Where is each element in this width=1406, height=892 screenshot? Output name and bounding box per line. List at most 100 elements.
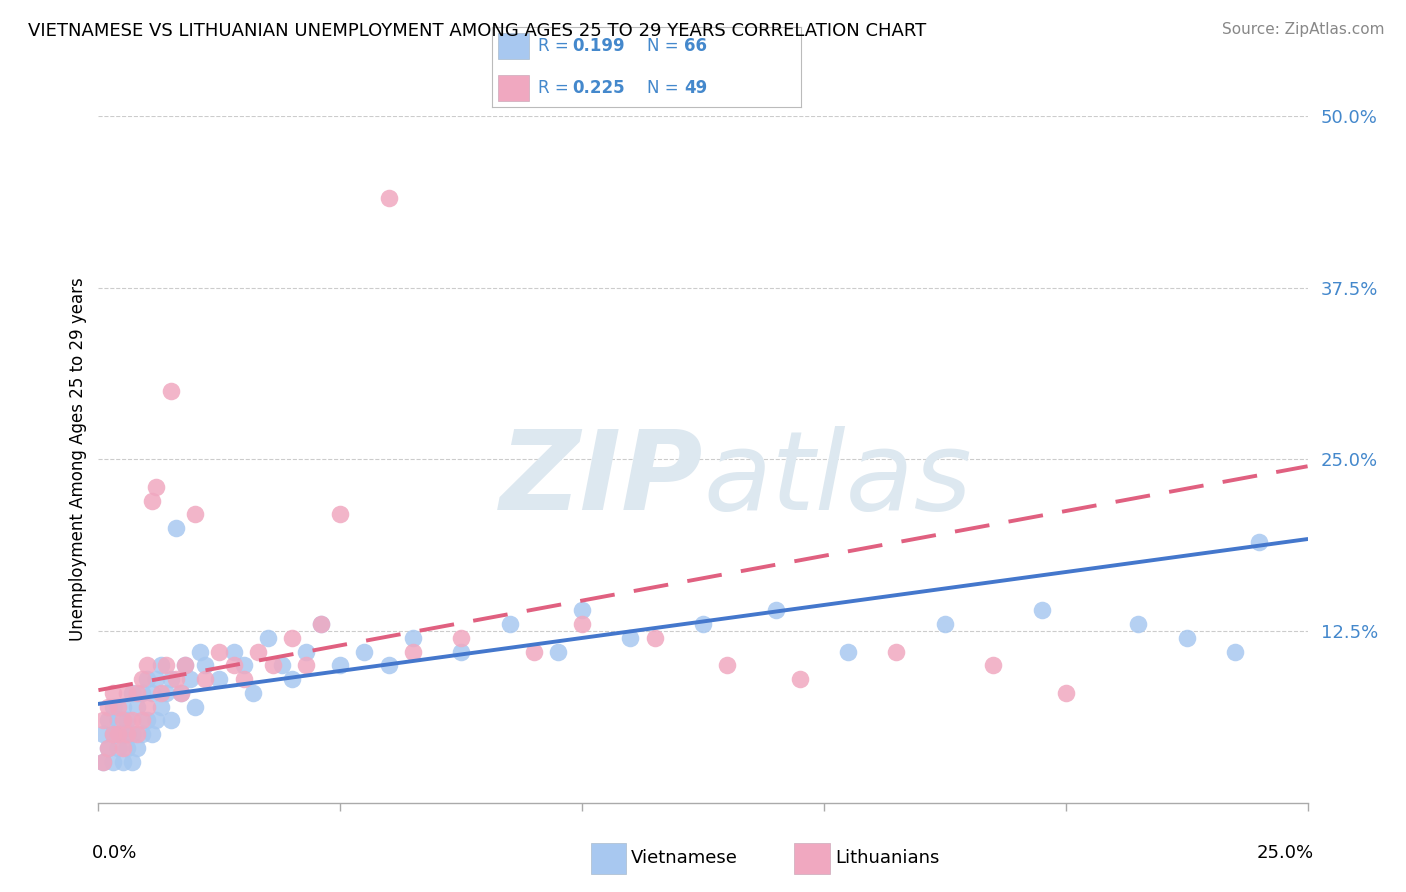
Text: 0.225: 0.225 [572, 78, 626, 96]
Point [150, 699, 173, 714]
Point [271, 658, 294, 673]
Point [165, 521, 187, 535]
Point [256, 631, 278, 645]
Point [232, 658, 254, 673]
Point [295, 645, 318, 659]
Point [145, 672, 167, 686]
Point [101, 755, 124, 769]
Text: 49: 49 [683, 78, 707, 96]
Point [135, 699, 157, 714]
Point [145, 480, 167, 494]
Point [523, 645, 546, 659]
Point [101, 699, 124, 714]
Point [135, 672, 157, 686]
Point [692, 617, 714, 632]
Bar [498, 33, 529, 59]
Point [117, 727, 139, 741]
Point [111, 740, 134, 755]
Point [127, 686, 149, 700]
Point [127, 727, 149, 741]
Point [131, 714, 153, 728]
Point [141, 686, 163, 700]
Point [571, 603, 593, 617]
Point [121, 686, 143, 700]
Point [194, 672, 217, 686]
Point [111, 755, 134, 769]
Point [789, 672, 811, 686]
Point [309, 617, 332, 632]
Point [222, 658, 245, 673]
Point [247, 645, 270, 659]
Text: R =: R = [538, 78, 575, 96]
Point [101, 727, 124, 741]
Point [97, 714, 120, 728]
Point [160, 714, 183, 728]
Point [97, 699, 120, 714]
Bar [498, 75, 529, 101]
Text: R =: R = [538, 37, 575, 55]
Point [262, 658, 284, 673]
Point [1128, 617, 1150, 632]
Point [1054, 686, 1077, 700]
Point [402, 631, 425, 645]
Point [765, 603, 787, 617]
Point [121, 714, 143, 728]
Point [981, 658, 1004, 673]
Point [127, 740, 149, 755]
Text: Vietnamese: Vietnamese [631, 849, 738, 867]
Point [131, 727, 153, 741]
Point [107, 740, 129, 755]
Point [179, 672, 201, 686]
Point [498, 617, 520, 632]
Point [141, 493, 163, 508]
Point [101, 727, 124, 741]
Point [131, 686, 153, 700]
Point [174, 658, 197, 673]
Point [131, 672, 153, 686]
Point [329, 508, 352, 522]
Point [232, 672, 254, 686]
Point [150, 686, 173, 700]
Text: atlas: atlas [703, 426, 972, 533]
Point [184, 508, 207, 522]
Point [117, 714, 139, 728]
Point [295, 658, 318, 673]
Point [135, 714, 157, 728]
Point [155, 686, 177, 700]
Point [107, 699, 129, 714]
Point [127, 699, 149, 714]
Point [101, 686, 124, 700]
Point [145, 714, 167, 728]
Point [644, 631, 666, 645]
Point [1031, 603, 1053, 617]
Point [107, 714, 129, 728]
Point [117, 740, 139, 755]
Point [160, 672, 183, 686]
Point [91, 755, 114, 769]
Point [150, 658, 173, 673]
Text: 66: 66 [683, 37, 707, 55]
Text: Lithuanians: Lithuanians [835, 849, 939, 867]
Point [1223, 645, 1246, 659]
Point [353, 645, 375, 659]
Text: 0.0%: 0.0% [93, 844, 138, 862]
Point [107, 727, 129, 741]
Text: N =: N = [647, 37, 683, 55]
Point [450, 645, 472, 659]
Point [1175, 631, 1198, 645]
Point [1249, 534, 1271, 549]
Point [91, 727, 114, 741]
Point [208, 672, 231, 686]
Point [450, 631, 472, 645]
Point [547, 645, 569, 659]
Point [222, 645, 245, 659]
Point [886, 645, 908, 659]
Point [91, 714, 114, 728]
Point [188, 645, 211, 659]
Point [169, 686, 191, 700]
Point [194, 658, 217, 673]
Point [165, 672, 187, 686]
Point [155, 658, 177, 673]
Point [934, 617, 956, 632]
Point [402, 645, 425, 659]
